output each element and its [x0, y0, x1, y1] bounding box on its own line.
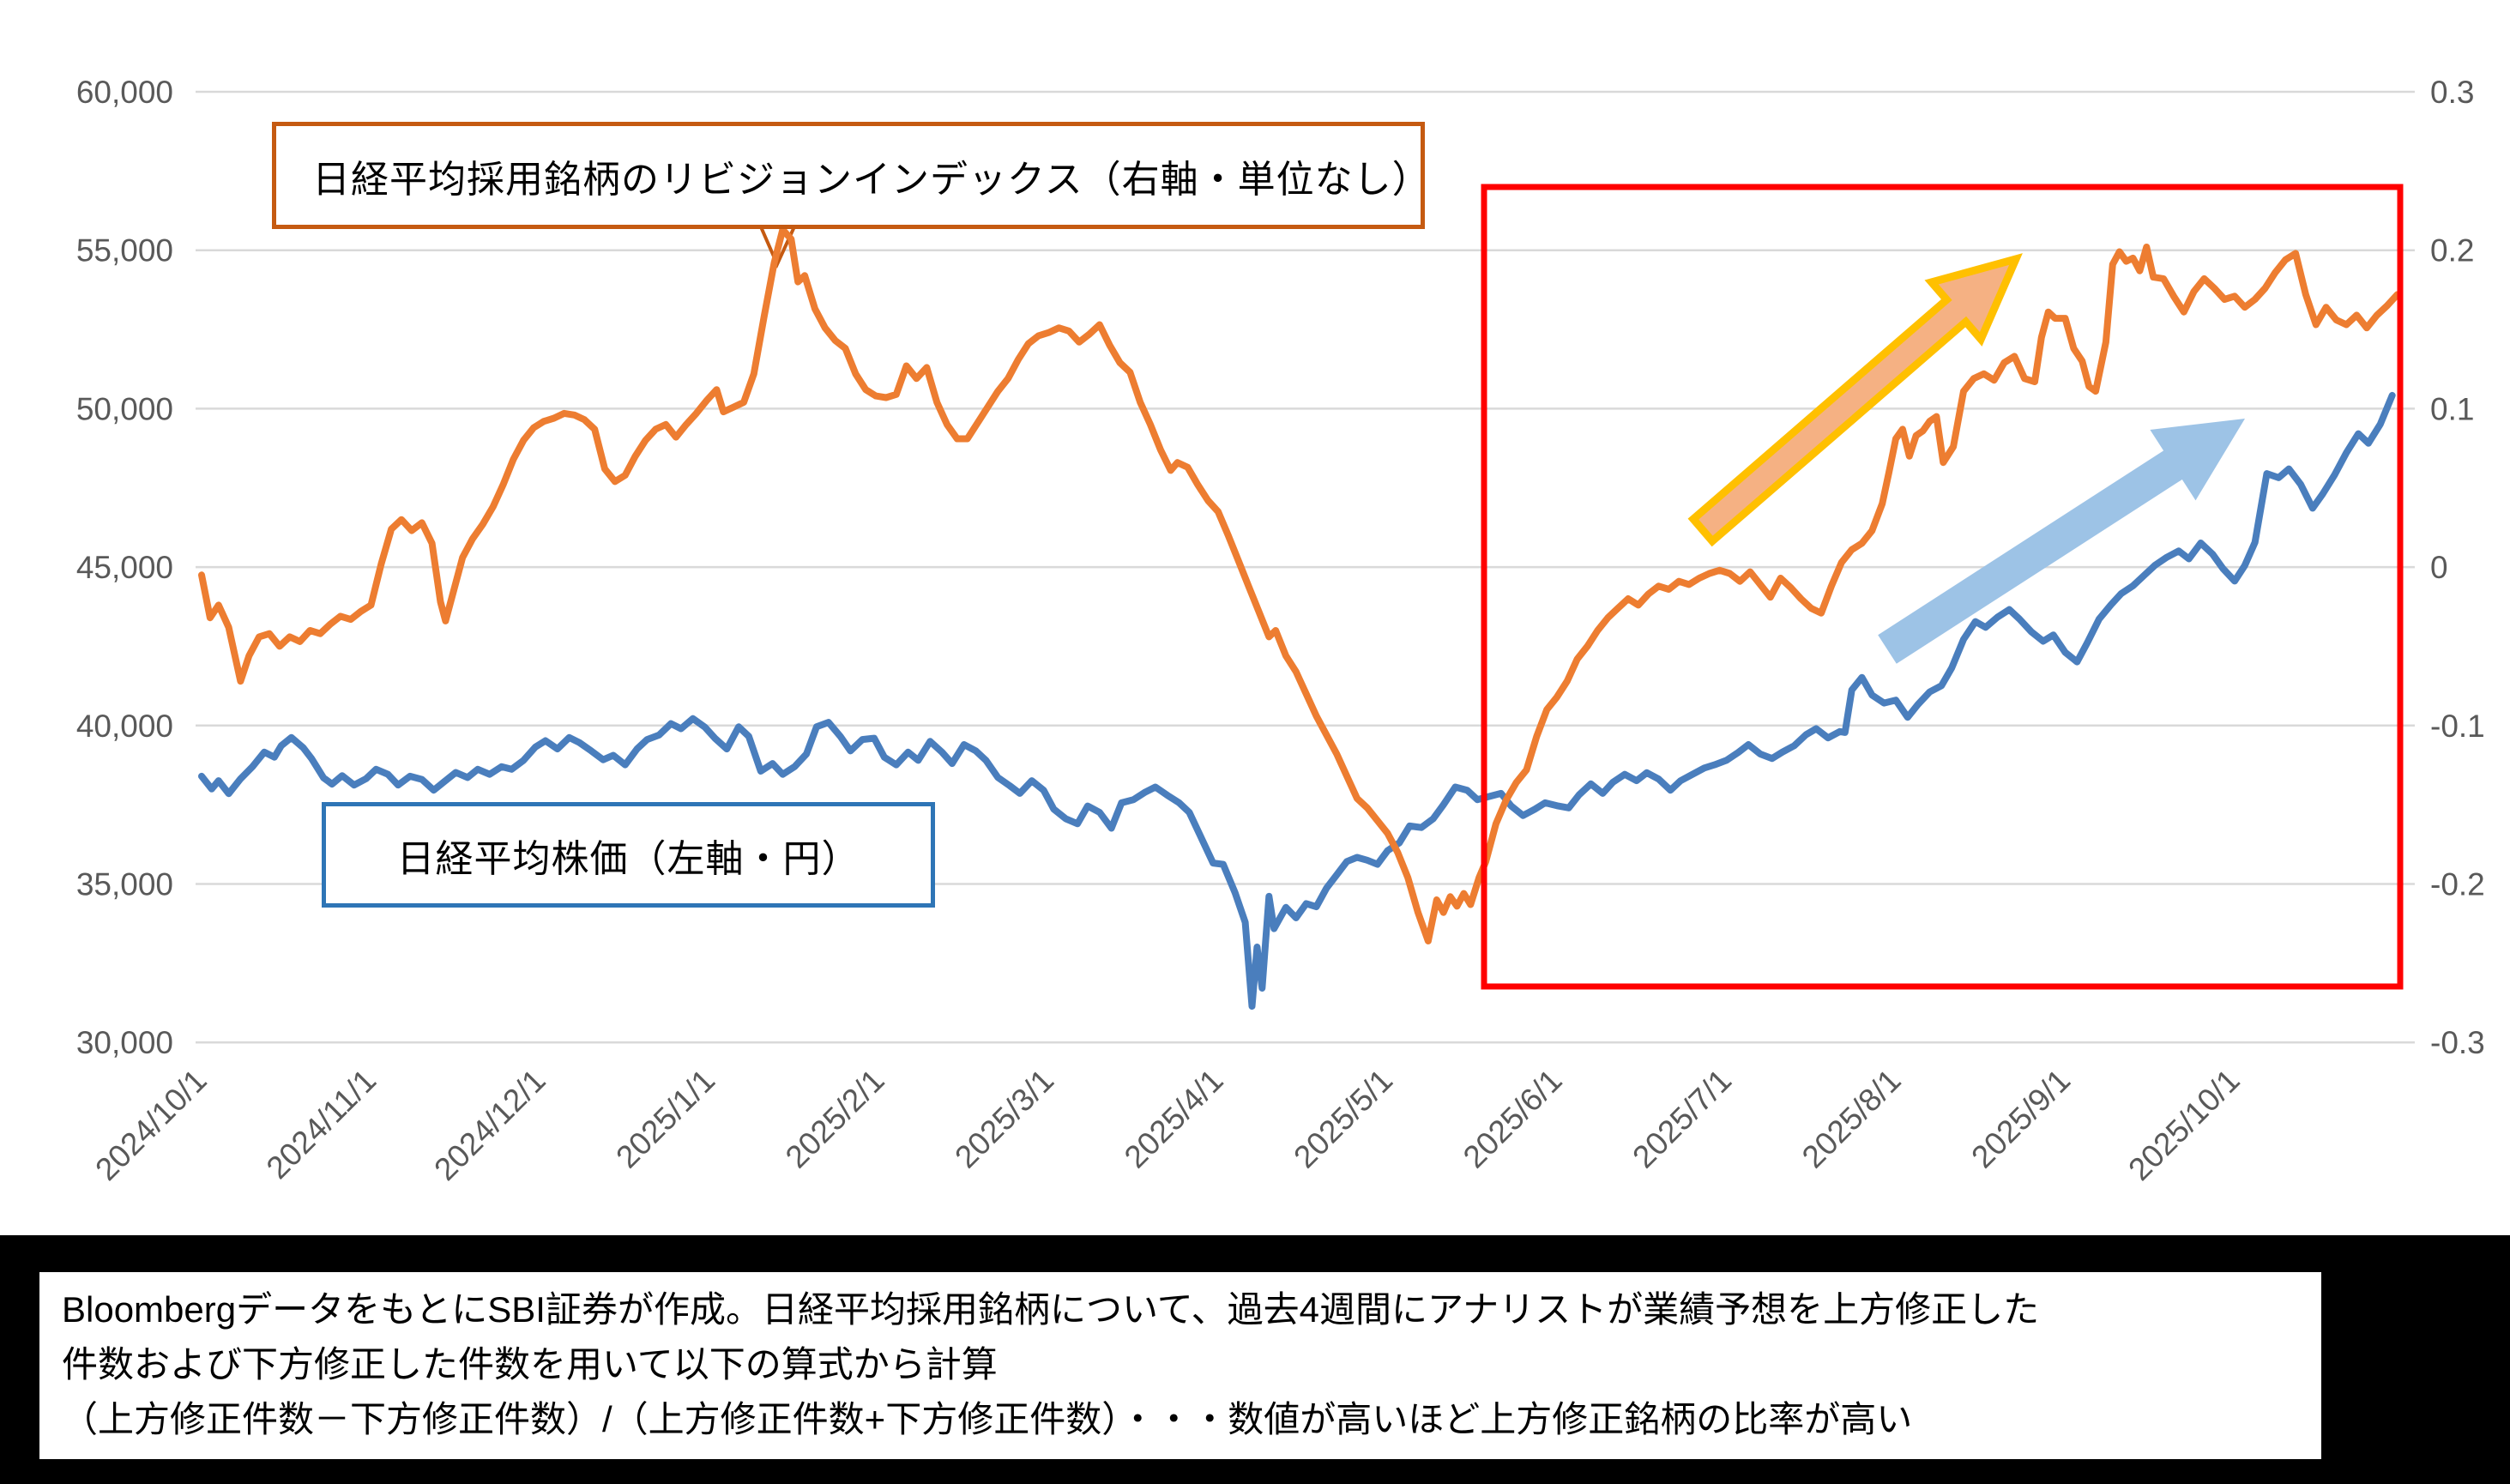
- nikkei-up-arrow: [1878, 419, 2245, 664]
- source-note-line-2: 件数および下方修正した件数を用いて以下の算式から計算: [62, 1344, 998, 1384]
- x-axis-tick-label: 2024/12/1: [427, 1063, 552, 1187]
- nikkei-label-box: 日経平均株価（左軸・円）: [322, 802, 935, 908]
- x-axis-tick-label: 2025/5/1: [1287, 1063, 1399, 1175]
- line-chart: 60,000 0.3 55,000 0.2 50,000 0.1 45,000 0 40,000…: [76, 75, 2485, 1187]
- nikkei-label: 日経平均株価（左軸・円）: [396, 837, 860, 880]
- x-axis-tick-label: 2025/10/1: [2121, 1063, 2246, 1187]
- y-axis-right-tick-label: -0.2: [2430, 867, 2485, 902]
- x-axis-tick-label: 2025/1/1: [609, 1063, 721, 1175]
- revision-index-series-line: [198, 226, 2401, 944]
- y-axis-left-tick-label: 60,000: [76, 75, 173, 110]
- y-axis-right-tick-label: 0.2: [2430, 233, 2474, 268]
- source-note-bar: BloombergデータをもとにSBI証券が作成。日経平均採用銘柄について、過去…: [0, 1235, 2510, 1484]
- x-axis-tick-label: 2025/3/1: [948, 1063, 1060, 1175]
- y-axis-left-tick-label: 35,000: [76, 867, 173, 902]
- source-note-line-3: （上方修正件数－下方修正件数）/（上方修正件数+下方修正件数）・・・数値が高いほ…: [62, 1399, 1913, 1439]
- y-axis-right-tick-label: 0.1: [2430, 391, 2474, 426]
- y-axis-right-tick-label: -0.1: [2430, 709, 2485, 744]
- x-axis-tick-label: 2025/2/1: [779, 1063, 891, 1175]
- highlight-rect: [1481, 184, 2404, 990]
- y-axis-right-tick-label: 0.3: [2430, 75, 2474, 110]
- x-axis-tick-label: 2025/7/1: [1626, 1063, 1738, 1175]
- y-axis-left-tick-label: 40,000: [76, 709, 173, 744]
- revision-index-label-box: 日経平均採用銘柄のリビジョンインデックス（右軸・単位なし）: [272, 122, 1430, 229]
- x-axis-tick-label: 2024/11/1: [260, 1063, 383, 1185]
- revision-up-arrow: [1687, 253, 2023, 547]
- x-axis-tick-label: 2024/10/1: [88, 1063, 213, 1187]
- source-note-line-1: BloombergデータをもとにSBI証券が作成。日経平均採用銘柄について、過去…: [62, 1289, 2040, 1330]
- source-note: BloombergデータをもとにSBI証券が作成。日経平均採用銘柄について、過去…: [39, 1272, 2321, 1459]
- y-axis-left-tick-label: 45,000: [76, 550, 173, 585]
- y-axis-left-tick-label: 55,000: [76, 233, 173, 268]
- y-axis-left-tick-label: 50,000: [76, 391, 173, 426]
- y-axis-right-tick-label: 0: [2430, 550, 2448, 585]
- y-axis-left-tick-label: 30,000: [76, 1025, 173, 1060]
- y-axis-right-tick-label: -0.3: [2430, 1025, 2485, 1060]
- revision-index-label: 日経平均採用銘柄のリビジョンインデックス（右軸・単位なし）: [312, 158, 1431, 201]
- x-axis-tick-label: 2025/9/1: [1964, 1063, 2077, 1175]
- nikkei-series-line: [198, 391, 2396, 1010]
- x-axis-tick-label: 2025/6/1: [1457, 1063, 1569, 1175]
- x-axis-tick-label: 2025/8/1: [1795, 1063, 1908, 1175]
- x-axis-tick-label: 2025/4/1: [1118, 1063, 1230, 1175]
